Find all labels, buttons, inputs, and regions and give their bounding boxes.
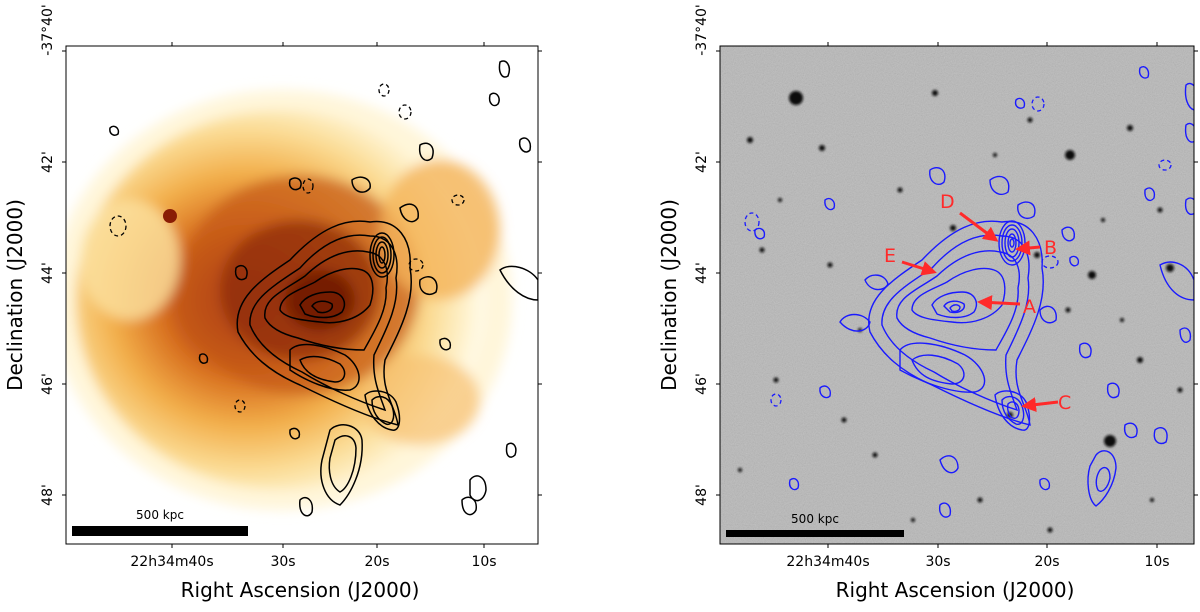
arrow-d (959, 211, 999, 242)
y-tick-label: 42' (694, 151, 710, 173)
y-tick-label: 44' (40, 262, 56, 284)
y-tick-label: 48' (40, 484, 56, 506)
arrow-e (901, 260, 937, 276)
scale-bar (72, 526, 248, 536)
x-tick-label: 22h34m40s (130, 554, 213, 570)
source-arrows (901, 211, 1059, 413)
negative-contours (744, 96, 1172, 407)
arrow-b (1015, 240, 1041, 256)
x-tick-label: 30s (270, 554, 295, 570)
y-tick-label: 44' (694, 262, 710, 284)
scale-bar (726, 530, 904, 537)
x-tick-label: 20s (364, 554, 389, 570)
x-axis-label: Right Ascension (J2000) (181, 578, 420, 602)
optical-stars (738, 90, 1183, 533)
x-tick-label: 20s (1034, 554, 1059, 570)
y-tick-label: -37°40' (694, 4, 710, 56)
plot-frame (719, 45, 1195, 545)
x-tick-label: 10s (1144, 554, 1169, 570)
y-tick-label: 48' (694, 484, 710, 506)
x-tick-label: 30s (925, 554, 950, 570)
y-axis-label: Declination (J2000) (657, 199, 681, 391)
scale-bar-label: 500 kpc (791, 512, 839, 526)
label-b: B (1044, 237, 1057, 259)
x-tick-label: 22h34m40s (786, 554, 869, 570)
label-e: E (884, 245, 896, 267)
y-tick-label: -37°40' (40, 4, 56, 56)
scale-bar-label: 500 kpc (136, 508, 184, 522)
xray-radio-panel: 500 kpc -37°40' 42' 44' 46' 48' 22h34m40… (0, 0, 600, 608)
xray-emission (66, 90, 512, 510)
xray-radio-figure: 500 kpc -37°40' 42' 44' 46' 48' 22h34m40… (3, 4, 542, 602)
tick-marks (716, 42, 1198, 548)
arrow-c (1021, 397, 1059, 413)
negative-contours (109, 83, 465, 413)
arrow-a (977, 295, 1021, 311)
plot-frame (65, 45, 539, 545)
y-tick-label: 42' (40, 151, 56, 173)
xray-point-source (163, 209, 177, 223)
x-tick-label: 10s (471, 554, 496, 570)
label-d: D (940, 191, 955, 213)
label-a: A (1023, 296, 1036, 318)
tick-marks (62, 42, 542, 548)
x-axis-label: Right Ascension (J2000) (836, 578, 1075, 602)
optical-radio-panel: 500 kpc A B C D E -37°40' 42' 44' 46' 48… (600, 0, 1200, 608)
y-axis-label: Declination (J2000) (3, 199, 27, 391)
optical-radio-figure: 500 kpc A B C D E -37°40' 42' 44' 46' 48… (657, 4, 1198, 602)
y-tick-label: 46' (40, 373, 56, 395)
y-tick-label: 46' (694, 373, 710, 395)
radio-contours (109, 60, 538, 517)
label-c: C (1058, 392, 1071, 414)
